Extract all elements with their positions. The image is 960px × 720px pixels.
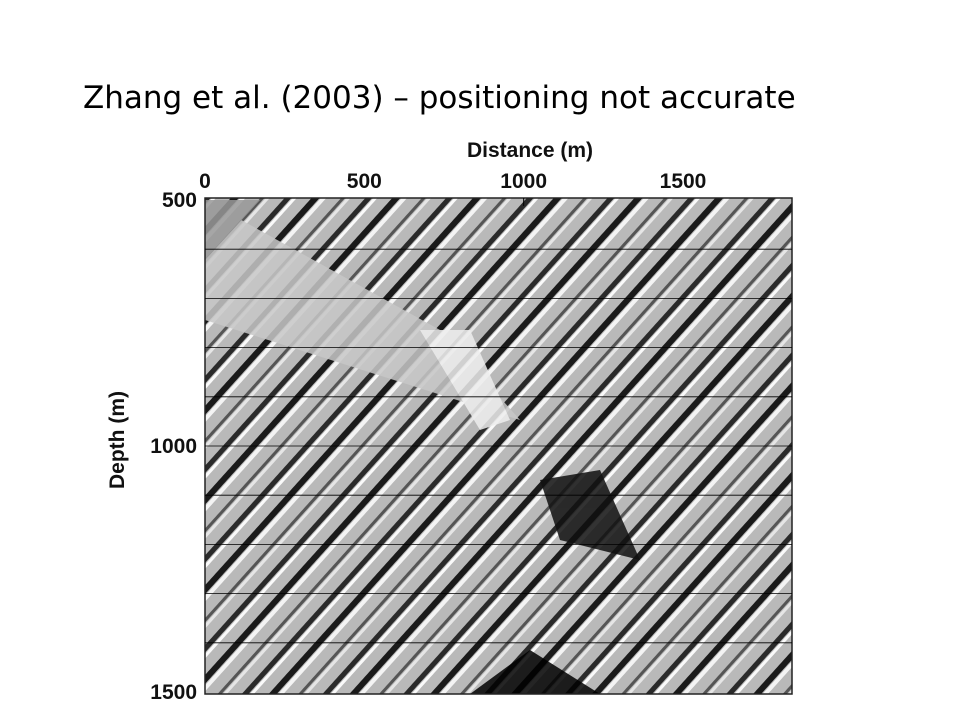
x-axis-label: Distance (m) [467, 139, 593, 162]
x-tick-label: 500 [347, 170, 382, 193]
y-axis-label: Depth (m) [106, 391, 129, 489]
x-tick-label: 0 [199, 170, 211, 193]
slide-title: Zhang et al. (2003) – positioning not ac… [83, 80, 796, 116]
y-tick-label: 1000 [150, 435, 197, 458]
x-tick-label: 1500 [660, 170, 707, 193]
y-tick-label: 500 [162, 189, 197, 212]
x-tick-label: 1000 [500, 170, 547, 193]
y-tick-label: 1500 [150, 681, 197, 704]
